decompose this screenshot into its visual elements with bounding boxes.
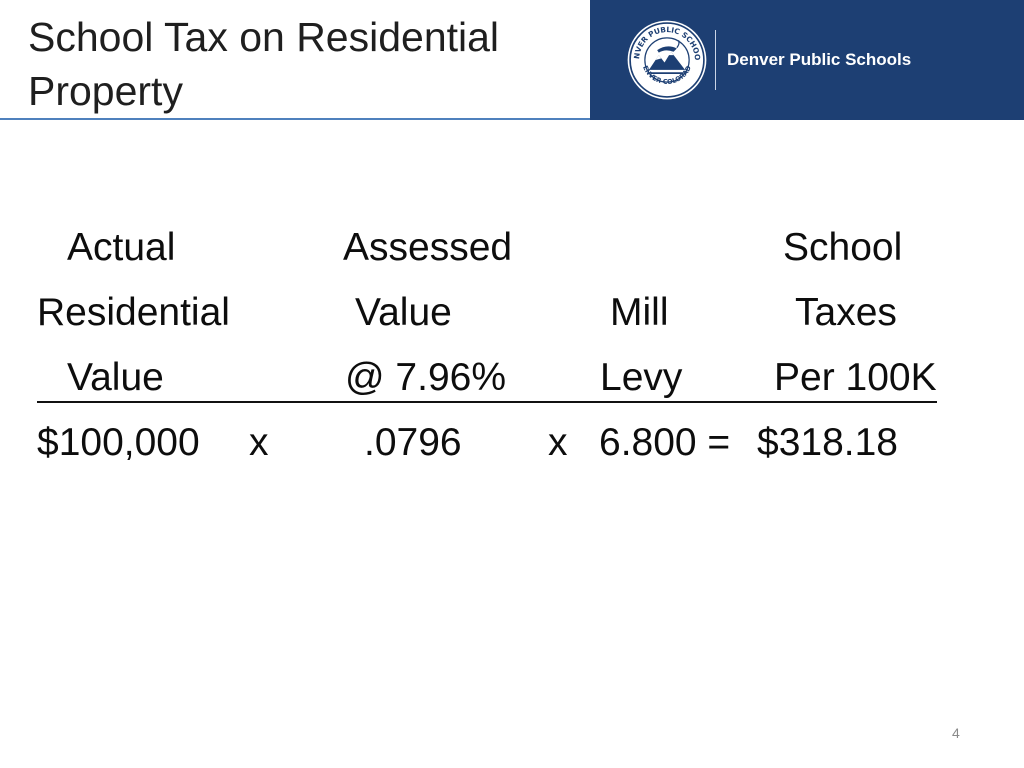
formula-multiply-1: x [249, 421, 269, 464]
header-assessed-line2: Value [355, 291, 452, 334]
header-assessed-line1: Assessed [343, 226, 513, 269]
dps-seal-logo: DENVER PUBLIC SCHOOLS DENVER COLORADO [626, 19, 707, 100]
header-school-line2: Taxes [795, 291, 897, 334]
header-school-line3: Per 100K [774, 356, 937, 399]
slide-title: School Tax on Residential Property [28, 14, 500, 114]
header-actual-line1: Actual [67, 226, 176, 269]
header-mill-line2: Levy [600, 356, 683, 399]
formula-mill-levy: 6.800 = [599, 421, 731, 464]
slide-number: 4 [952, 725, 960, 741]
formula-actual-value: $100,000 [37, 421, 200, 464]
banner-divider [715, 30, 716, 90]
header-actual-line3: Value [67, 356, 164, 399]
banner-org-name: Denver Public Schools [727, 50, 912, 69]
formula-result: $318.18 [757, 421, 898, 464]
header-actual-line2: Residential [37, 291, 230, 334]
formula-assessment-rate: .0796 [364, 421, 462, 464]
header-assessed-line3: @ 7.96% [345, 356, 507, 399]
header-mill-line1: Mill [610, 291, 669, 334]
title-underline [0, 118, 590, 120]
header-underline [37, 401, 937, 403]
dps-banner: DENVER PUBLIC SCHOOLS DENVER COLORADO De… [590, 0, 1024, 120]
formula-multiply-2: x [548, 421, 568, 464]
header-school-line1: School [783, 226, 903, 269]
